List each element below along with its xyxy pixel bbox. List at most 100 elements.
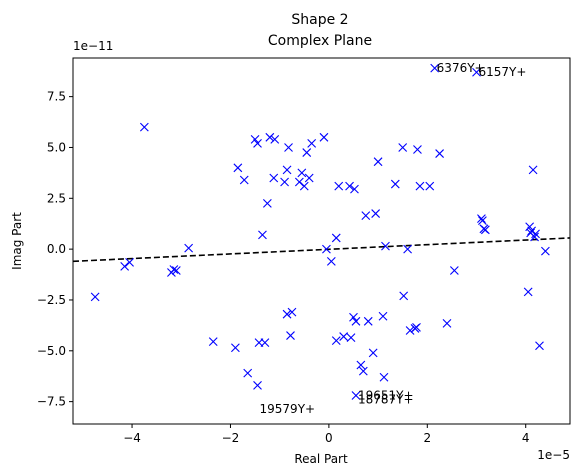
data-point [373, 157, 383, 167]
data-point-stroke [339, 332, 349, 341]
data-point-stroke [307, 139, 317, 148]
data-point-stroke [363, 316, 373, 326]
data-point-stroke [280, 177, 289, 187]
data-point [297, 168, 307, 178]
data-point-stroke [368, 348, 378, 358]
y-tick-label: −5.0 [37, 344, 66, 358]
data-point-stroke [351, 316, 361, 326]
data-point [280, 177, 289, 187]
data-point [269, 173, 279, 183]
data-point-stroke [381, 241, 390, 251]
data-point [478, 216, 487, 226]
data-point-stroke [120, 262, 130, 271]
point-annotation: 19651Y+ [358, 389, 414, 403]
y-axis-label: Imag Part [10, 212, 24, 270]
data-point [282, 165, 292, 175]
data-point-stroke [442, 318, 452, 328]
data-point-stroke [260, 338, 270, 348]
data-point [125, 257, 134, 267]
data-point [331, 336, 341, 346]
data-point [528, 165, 538, 175]
data-point [258, 230, 267, 240]
data-point [351, 391, 361, 400]
x-offset-label: 1e−5 [537, 448, 570, 462]
data-point-stroke [169, 265, 179, 274]
data-point [415, 181, 425, 191]
data-point [262, 198, 272, 208]
data-point-stroke [530, 232, 539, 242]
data-point [413, 145, 422, 154]
data-point [472, 67, 481, 77]
data-point-stroke [478, 216, 487, 226]
data-point-stroke [319, 132, 329, 142]
data-point [287, 307, 297, 317]
data-point-stroke [528, 165, 538, 175]
data-point [531, 229, 540, 239]
data-point-stroke [286, 331, 295, 340]
data-point-stroke [526, 228, 536, 238]
data-point [326, 256, 336, 266]
data-point [169, 265, 179, 274]
data-point-stroke [171, 266, 181, 275]
data-point-stroke [378, 311, 388, 321]
chart-title: Shape 2 [291, 12, 348, 28]
data-point [230, 343, 240, 353]
data-point-stroke [269, 173, 279, 183]
point-annotation: 19579Y+ [260, 402, 316, 416]
data-point [535, 341, 544, 351]
data-point-stroke [331, 233, 341, 243]
data-point-stroke [356, 360, 366, 370]
data-point [334, 181, 344, 191]
data-point-stroke [302, 148, 312, 157]
data-point [480, 225, 490, 235]
data-point [139, 122, 149, 132]
data-point [368, 348, 378, 358]
plot-area [72, 63, 571, 400]
data-point-stroke [282, 309, 292, 319]
data-point [90, 292, 100, 302]
data-point-stroke [425, 181, 435, 191]
data-point [307, 139, 317, 148]
data-point [345, 181, 354, 191]
data-point-stroke [399, 291, 409, 301]
data-point-stroke [90, 292, 100, 302]
data-point [331, 233, 341, 243]
data-point-stroke [297, 168, 307, 178]
data-point-stroke [287, 307, 297, 317]
data-point [523, 287, 533, 297]
data-point [120, 262, 130, 271]
data-point [399, 291, 409, 301]
data-point-stroke [262, 198, 272, 208]
data-point-stroke [430, 63, 440, 73]
data-point [412, 323, 421, 332]
data-point [541, 246, 550, 256]
data-point [356, 360, 366, 370]
data-point-stroke [535, 341, 544, 351]
data-point [435, 149, 444, 158]
data-point-stroke [139, 122, 149, 132]
y-tick-label: −2.5 [37, 293, 66, 307]
chart-subtitle: Complex Plane [268, 33, 372, 49]
data-point-stroke [282, 165, 292, 175]
data-point [350, 184, 359, 194]
data-point-stroke [412, 323, 421, 332]
x-axis-label: Real Part [294, 452, 348, 466]
data-point [304, 173, 314, 183]
data-point-stroke [304, 173, 314, 183]
data-point [430, 63, 440, 73]
trend-line [72, 237, 571, 263]
data-point-stroke [322, 244, 331, 254]
data-point-stroke [230, 343, 240, 353]
data-point-stroke [208, 337, 218, 347]
data-point-stroke [477, 214, 486, 224]
data-point-stroke [449, 266, 459, 275]
data-point [208, 337, 218, 347]
data-point-stroke [125, 257, 134, 267]
y-tick-label: 5.0 [47, 140, 66, 154]
data-point [527, 226, 537, 236]
data-point [171, 266, 181, 275]
data-point-stroke [480, 225, 490, 235]
data-point-stroke [405, 326, 415, 335]
